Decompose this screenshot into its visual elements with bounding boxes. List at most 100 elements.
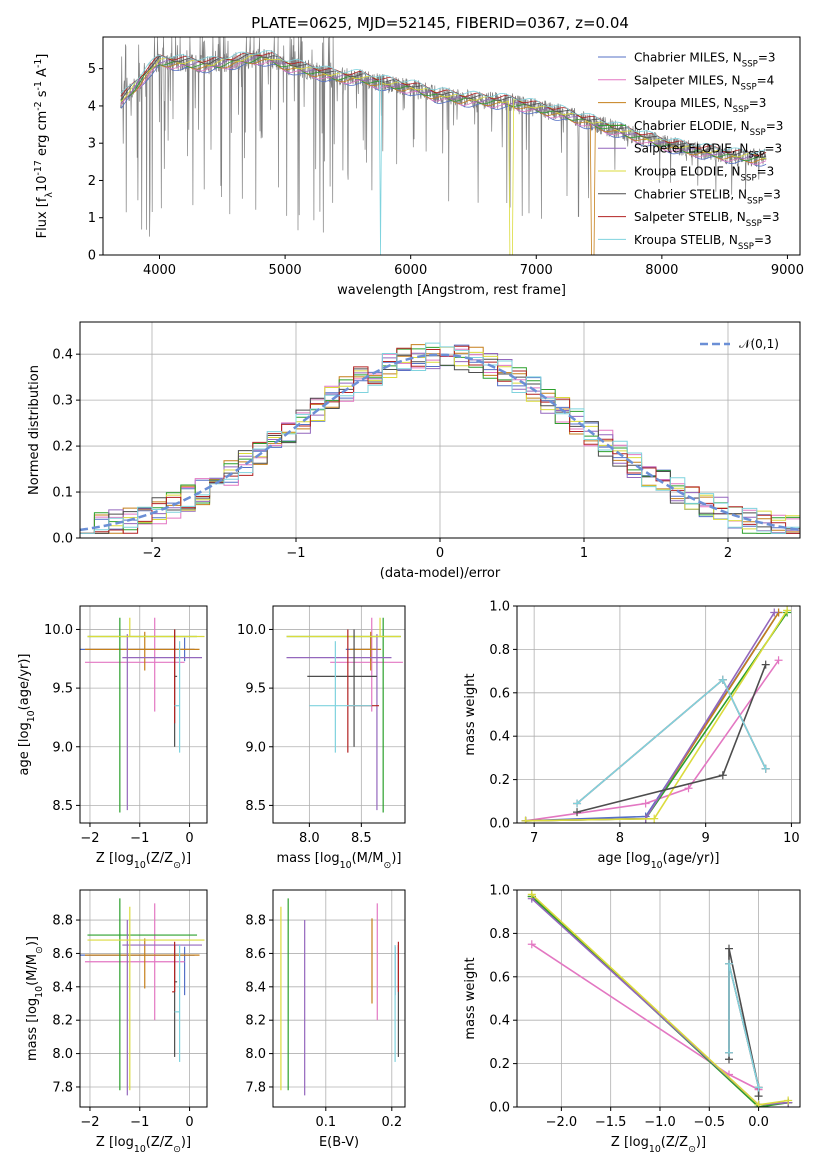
weight-marker bbox=[684, 784, 693, 793]
x-tick-label: 9000 bbox=[771, 263, 804, 278]
x-tick-label: 7 bbox=[530, 831, 538, 846]
y-axis-label: Flux [fλ10-17 erg cm-2 s-1 A-1] bbox=[33, 54, 55, 239]
weight_vs_Z-plot bbox=[527, 890, 793, 1107]
y-tick-label: 8.5 bbox=[52, 799, 73, 814]
y-tick-label: 9.5 bbox=[245, 682, 266, 697]
spectrum-model-line bbox=[120, 56, 767, 162]
errorbar-point bbox=[84, 631, 200, 671]
weight-marker bbox=[754, 1092, 763, 1101]
weight-marker bbox=[527, 890, 536, 899]
age_vs_mass-plot bbox=[286, 617, 403, 813]
age_vs_Z-grid bbox=[80, 606, 207, 823]
legend-entry: Chabrier STELIB, NSSP=3 bbox=[634, 187, 781, 206]
y-tick-label: 0 bbox=[88, 249, 96, 264]
y-tick-label: 10.0 bbox=[44, 623, 73, 638]
weight_vs_Z-frame bbox=[516, 889, 801, 1108]
weight-marker bbox=[527, 940, 536, 949]
y-tick-label: 0.0 bbox=[52, 532, 73, 547]
y-tick-label: 9.0 bbox=[52, 740, 73, 755]
y-tick-label: 3 bbox=[88, 137, 96, 152]
x-tick-label: −1.0 bbox=[644, 1115, 676, 1130]
y-tick-label: 0.0 bbox=[489, 817, 510, 832]
spectrum-plot bbox=[120, 37, 767, 255]
x-tick-label: −2.0 bbox=[546, 1115, 578, 1130]
errorbar-point bbox=[122, 920, 203, 1096]
errorbar-point bbox=[174, 641, 181, 753]
mass_vs_Z-frame bbox=[79, 889, 208, 1108]
y-tick-label: 7.8 bbox=[52, 1080, 73, 1095]
errorbar-point bbox=[286, 617, 401, 813]
y-tick-label: 0.2 bbox=[489, 773, 510, 788]
errorbar-point bbox=[87, 617, 205, 638]
x-tick-label: −2 bbox=[80, 1115, 99, 1130]
mass_vs_Z-grid bbox=[80, 890, 207, 1107]
x-tick-label: −1 bbox=[130, 1115, 149, 1130]
legend-entry: Kroupa ELODIE, NSSP=3 bbox=[634, 165, 774, 184]
legend-entry: Salpeter STELIB, NSSP=3 bbox=[634, 210, 780, 229]
spectrum-legend: Chabrier MILES, NSSP=3 Salpeter MILES, NS… bbox=[598, 51, 783, 252]
weight_vs_age-plot bbox=[521, 606, 792, 823]
x-tick-label: 8000 bbox=[645, 263, 678, 278]
errorbar-point bbox=[286, 634, 392, 811]
x-axis-label: Z [log10(Z/Z⊙)] bbox=[96, 851, 191, 871]
errorbar-point bbox=[347, 629, 380, 753]
y-axis-label: age [log10(age/yr)] bbox=[17, 653, 37, 775]
x-tick-label: 9 bbox=[702, 831, 710, 846]
y-tick-label: 1 bbox=[88, 211, 96, 226]
y-tick-label: 8.6 bbox=[52, 947, 73, 962]
residuals-axes: −2 −1 0 1 2 0.0 0.1 0.2 0.3 0.4 (data-model)/error bbox=[52, 321, 801, 581]
y-tick-label: 8.4 bbox=[245, 980, 266, 995]
x-tick-label: −1.5 bbox=[595, 1115, 627, 1130]
x-tick-label: 7000 bbox=[520, 263, 553, 278]
errorbar-point bbox=[87, 906, 205, 1091]
errorbar-point bbox=[172, 941, 176, 993]
x-tick-label: 4000 bbox=[143, 263, 176, 278]
legend-entry: Kroupa STELIB, NSSP=3 bbox=[634, 233, 772, 252]
errorbar-point bbox=[286, 617, 401, 638]
weight-marker bbox=[641, 799, 650, 808]
legend-entry: Chabrier ELODIE, NSSP=3 bbox=[634, 119, 783, 138]
x-tick-label: 1 bbox=[580, 546, 588, 561]
x-tick-label: −2 bbox=[142, 546, 161, 561]
spectrum-model-line bbox=[120, 59, 767, 255]
x-tick-label: −2 bbox=[80, 831, 99, 846]
residuals-plot bbox=[80, 342, 800, 534]
x-tick-label: 8.5 bbox=[351, 831, 372, 846]
errorbar-point bbox=[87, 898, 198, 1091]
weight_vs_Z-axes: −2.0 −1.5 −1.0 −0.5 0.0 0.0 0.2 0.4 0.6 0.8 1.0 Z [… bbox=[489, 884, 801, 1155]
weight-marker bbox=[521, 816, 530, 823]
legend-entry: Chabrier MILES, NSSP=3 bbox=[634, 51, 776, 70]
y-tick-label: 9.0 bbox=[245, 740, 266, 755]
x-tick-label: 0 bbox=[185, 1115, 193, 1130]
weight-marker bbox=[718, 675, 727, 684]
gaussian-curve bbox=[80, 353, 800, 532]
weight-marker bbox=[761, 660, 770, 669]
weight-line bbox=[576, 664, 767, 813]
weight-marker bbox=[783, 606, 792, 615]
x-tick-label: 8.0 bbox=[299, 831, 320, 846]
errorbar-point bbox=[84, 903, 185, 1021]
y-tick-label: 8.8 bbox=[245, 914, 266, 929]
weight-marker bbox=[725, 944, 734, 953]
y-tick-label: 0.6 bbox=[489, 686, 510, 701]
y-tick-label: 1.0 bbox=[489, 884, 510, 899]
x-tick-label: 6000 bbox=[394, 263, 427, 278]
x-axis-label: wavelength [Angstrom, rest frame] bbox=[337, 283, 566, 298]
errorbar-point bbox=[84, 938, 200, 989]
weight-marker bbox=[725, 959, 734, 968]
x-axis-label: E(B-V) bbox=[319, 1135, 359, 1150]
weight-marker bbox=[725, 1048, 734, 1057]
x-tick-label: 5000 bbox=[269, 263, 302, 278]
errorbar-point bbox=[122, 634, 203, 811]
y-tick-label: 0.3 bbox=[52, 394, 73, 409]
spectrum-axes: 4000 5000 6000 7000 8000 9000 0 1 2 3 4 5 wavelength… bbox=[88, 36, 804, 298]
mass_vs_ebv-plot bbox=[280, 898, 399, 1096]
histogram-series bbox=[80, 342, 800, 534]
legend-entry: Salpeter MILES, NSSP=4 bbox=[634, 73, 774, 92]
y-tick-label: 0.4 bbox=[489, 730, 510, 745]
x-axis-label: Z [log10(Z/Z⊙)] bbox=[611, 1135, 706, 1155]
y-tick-label: 0.6 bbox=[489, 970, 510, 985]
x-tick-label: −0.5 bbox=[693, 1115, 725, 1130]
x-tick-label: −1 bbox=[286, 546, 305, 561]
